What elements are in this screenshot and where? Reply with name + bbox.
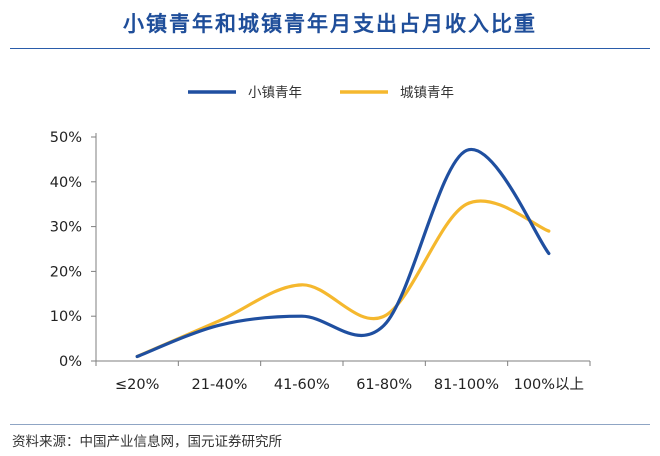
y-tick-label: 10% [50,309,82,325]
x-tick-label: ≤20% [115,377,159,393]
legend-label-1: 城镇青年 [400,85,454,101]
series-line-1 [135,199,551,359]
y-tick-label: 30% [50,220,82,236]
legend-label-0: 小镇青年 [248,85,302,101]
x-tick-label: 61-80% [356,377,412,393]
chart-title: 小镇青年和城镇青年月支出占月收入比重 [123,11,537,36]
x-tick-label: 21-40% [192,377,248,393]
line-chart: 小镇青年 城镇青年 0% 10% 20% 30% 40% 50% ≤20% 21-40% 41-6… [50,85,591,393]
y-tick-label: 0% [59,354,82,370]
y-tick-label: 50% [50,130,82,146]
x-tick-label: 100%以上 [514,376,584,393]
series-lines [135,147,551,359]
title-underline [10,48,650,49]
legend: 小镇青年 城镇青年 [188,85,454,101]
x-tick-label: 81-100% [434,377,499,393]
y-tick-label: 20% [50,264,82,280]
source-note: 资料来源：中国产业信息网，国元证券研究所 [12,434,282,450]
series-line-0 [135,147,551,359]
axes: 0% 10% 20% 30% 40% 50% ≤20% 21-40% 41-60% 61-80% 8… [50,130,591,393]
x-tick-label: 41-60% [274,377,330,393]
y-tick-label: 40% [50,175,82,191]
source-divider [10,424,650,425]
